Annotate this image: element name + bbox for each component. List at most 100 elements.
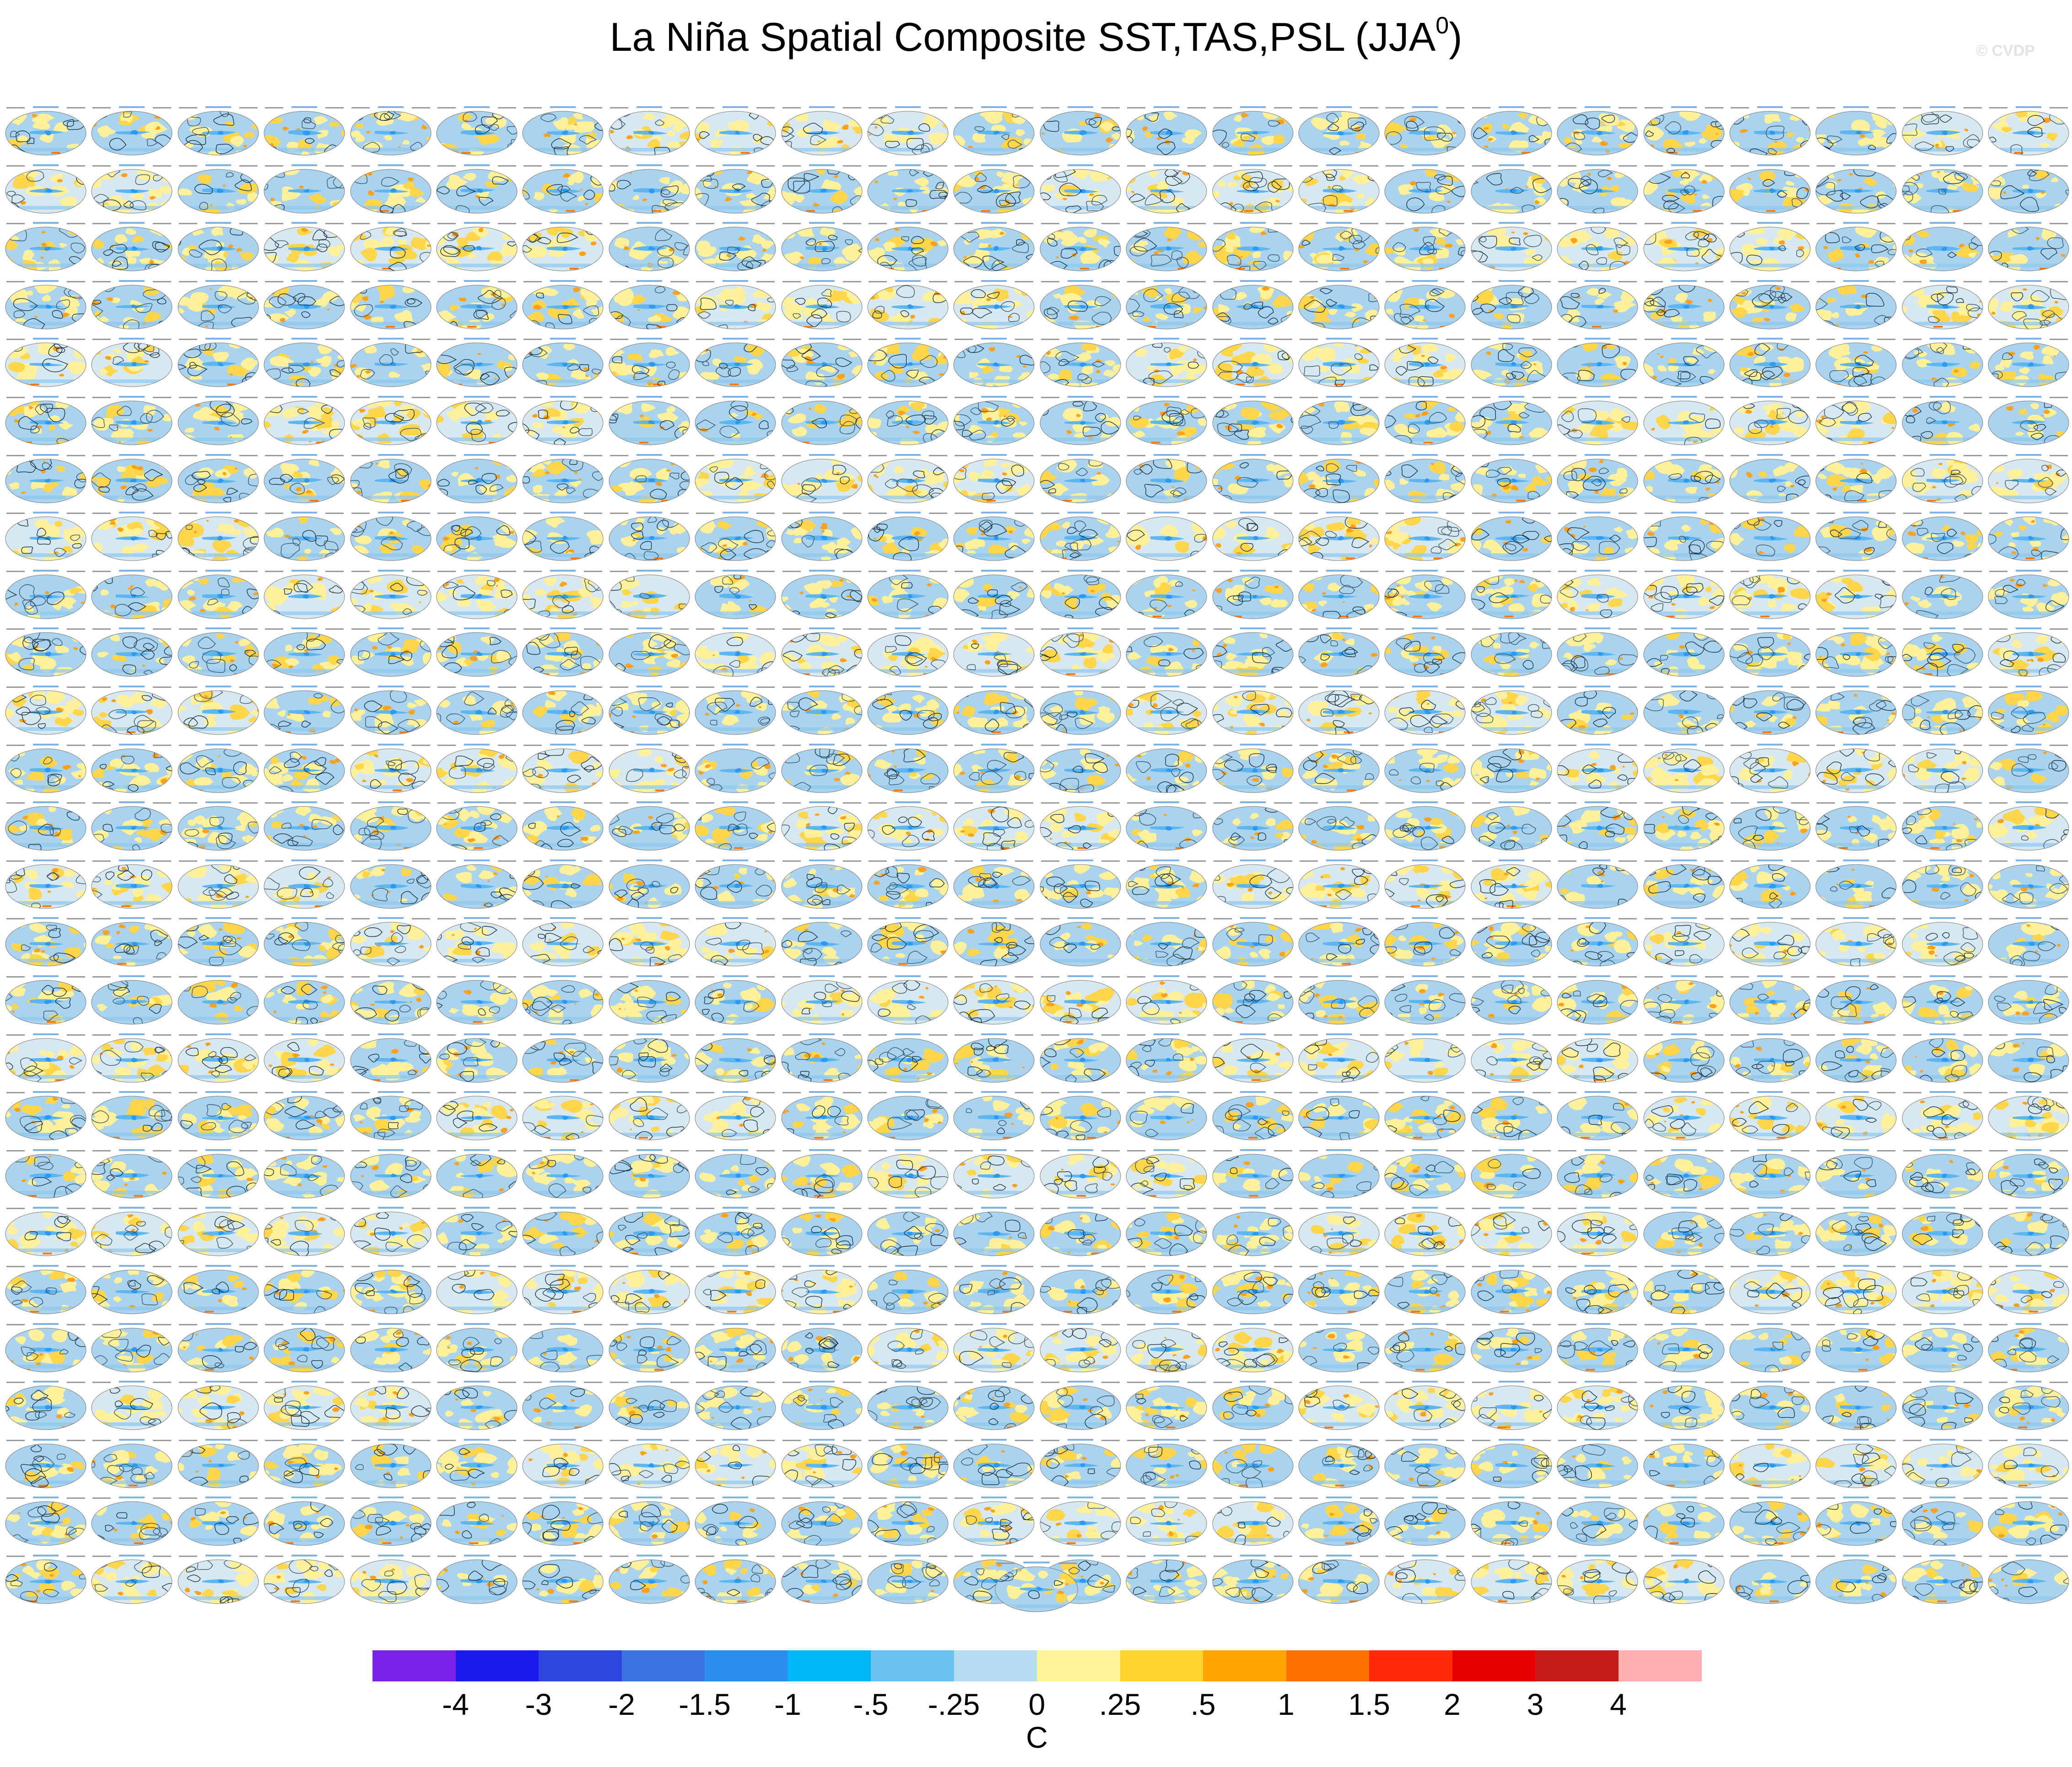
model-map-panel <box>1470 1553 1553 1605</box>
model-map-panel <box>177 684 259 736</box>
model-map-panel <box>263 1032 345 1084</box>
model-map-panel <box>1729 104 1811 157</box>
model-map-panel <box>694 1205 777 1258</box>
model-map-panel <box>5 452 87 505</box>
model-map-panel <box>953 1495 1035 1547</box>
model-map-panel <box>263 1089 345 1142</box>
model-map-panel <box>1298 1495 1380 1547</box>
model-map-panel <box>1212 1032 1294 1084</box>
model-map-panel <box>5 684 87 736</box>
model-map-panel <box>1901 1032 1984 1084</box>
model-map-panel <box>91 1147 173 1200</box>
model-map-panel <box>1815 1147 1897 1200</box>
model-map-panel <box>1901 1321 1984 1374</box>
model-map-panel <box>694 1263 777 1316</box>
model-map-panel <box>5 220 87 273</box>
colorbar-box <box>954 1650 1037 1681</box>
model-map-panel <box>436 626 518 678</box>
model-map-panel <box>1987 1437 2070 1490</box>
model-map-panel <box>177 510 259 562</box>
model-map-panel <box>1987 858 2070 910</box>
model-map-panel <box>694 973 777 1026</box>
model-map-panel <box>1556 858 1639 910</box>
model-map-panel <box>350 684 432 736</box>
colorbar-units: C <box>1026 1720 1048 1755</box>
model-map-panel <box>781 858 863 910</box>
model-map-panel <box>350 1263 432 1316</box>
model-map-panel <box>1643 162 1725 215</box>
colorbar-box <box>1535 1650 1619 1681</box>
model-map-panel <box>1987 800 2070 852</box>
model-map-panel <box>1125 510 1208 562</box>
model-map-panel <box>1643 278 1725 331</box>
model-map-panel <box>1901 1437 1984 1490</box>
model-map-panel <box>1470 626 1553 678</box>
model-map-panel <box>608 394 691 447</box>
model-map-panel <box>1298 278 1380 331</box>
model-map-panel <box>1815 510 1897 562</box>
model-map-panel <box>1039 1263 1122 1316</box>
model-map-panel <box>694 1321 777 1374</box>
model-map-panel <box>1298 162 1380 215</box>
model-map-panel <box>1987 162 2070 215</box>
model-map-panel <box>177 452 259 505</box>
model-map-panel <box>5 1321 87 1374</box>
model-map-panel <box>91 1032 173 1084</box>
model-map-panel <box>1556 1205 1639 1258</box>
model-map-panel <box>350 1437 432 1490</box>
model-map-panel <box>781 800 863 852</box>
model-map-panel <box>91 800 173 852</box>
model-map-panel <box>5 1495 87 1547</box>
model-map-panel <box>5 1379 87 1432</box>
model-map-panel <box>91 336 173 389</box>
colorbar-box <box>456 1650 539 1681</box>
model-map-panel <box>350 742 432 794</box>
colorbar-tick-label: .5 <box>1190 1687 1215 1722</box>
model-map-panel <box>177 858 259 910</box>
model-map-panel <box>5 510 87 562</box>
model-map-panel <box>1212 1089 1294 1142</box>
model-map-panel <box>1815 278 1897 331</box>
model-map-panel <box>522 1089 604 1142</box>
model-map-panel <box>1901 568 1984 621</box>
model-map-panel <box>1125 742 1208 794</box>
model-map-panel <box>5 1032 87 1084</box>
model-map-panel <box>1901 1553 1984 1605</box>
model-map-panel <box>436 800 518 852</box>
model-map-panel <box>1039 915 1122 968</box>
model-map-panel <box>1125 336 1208 389</box>
model-map-panel <box>5 1147 87 1200</box>
model-map-panel <box>867 973 949 1026</box>
model-map-panel <box>781 1205 863 1258</box>
model-map-panel <box>1556 800 1639 852</box>
model-map-panel <box>781 626 863 678</box>
model-map-panel <box>263 742 345 794</box>
model-map-panel <box>694 452 777 505</box>
model-map-panel <box>1901 162 1984 215</box>
model-map-panel <box>1729 220 1811 273</box>
model-map-panel <box>1384 684 1466 736</box>
model-map-panel <box>608 568 691 621</box>
colorbar-tick-label: 1.5 <box>1348 1687 1390 1722</box>
model-map-panel <box>867 394 949 447</box>
model-map-panel <box>608 1553 691 1605</box>
model-map-panel <box>867 162 949 215</box>
model-map-panel <box>1643 220 1725 273</box>
model-map-panel <box>1470 452 1553 505</box>
model-map-panel <box>350 104 432 157</box>
model-map-panel <box>1212 1553 1294 1605</box>
model-map-panel <box>1729 1495 1811 1547</box>
model-map-panel <box>781 1495 863 1547</box>
model-map-panel <box>1384 162 1466 215</box>
model-map-panel <box>177 394 259 447</box>
model-map-panel <box>1039 1147 1122 1200</box>
model-map-panel <box>1470 394 1553 447</box>
ensemble-mean-map-panel <box>993 1560 1080 1614</box>
model-map-panel <box>5 1437 87 1490</box>
model-map-panel <box>1987 915 2070 968</box>
model-map-panel <box>1384 915 1466 968</box>
model-map-panel <box>1729 1089 1811 1142</box>
model-map-panel <box>263 1437 345 1490</box>
model-map-panel <box>1643 1379 1725 1432</box>
model-map-panel <box>694 1553 777 1605</box>
